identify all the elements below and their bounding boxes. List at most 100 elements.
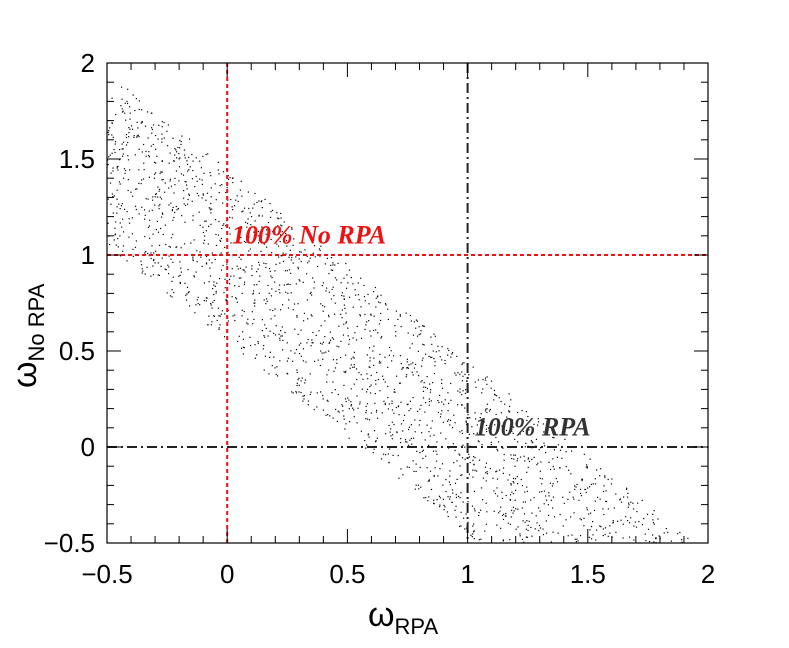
- scatter-point: [367, 378, 369, 380]
- scatter-point: [531, 458, 533, 461]
- scatter-point: [447, 347, 449, 350]
- scatter-point: [585, 491, 587, 494]
- scatter-point: [172, 206, 174, 209]
- scatter-point: [178, 180, 180, 182]
- scatter-point: [202, 193, 204, 195]
- scatter-point: [552, 483, 554, 485]
- scatter-point: [221, 310, 224, 312]
- scatter-point: [184, 282, 186, 284]
- scatter-point: [183, 243, 186, 245]
- scatter-point: [154, 196, 156, 198]
- scatter-point: [548, 492, 550, 494]
- scatter-point: [442, 498, 445, 500]
- scatter-point: [565, 466, 567, 468]
- scatter-point: [332, 264, 334, 266]
- scatter-point: [416, 335, 419, 337]
- scatter-point: [257, 342, 259, 344]
- scatter-point: [344, 398, 347, 400]
- scatter-point: [357, 407, 359, 409]
- scatter-point: [335, 408, 337, 411]
- scatter-point: [172, 276, 174, 278]
- scatter-point: [129, 118, 131, 120]
- scatter-point: [302, 400, 304, 402]
- scatter-point: [509, 494, 512, 496]
- scatter-point: [521, 484, 524, 487]
- scatter-point: [125, 119, 127, 121]
- scatter-point: [445, 479, 447, 481]
- scatter-point: [303, 312, 306, 314]
- scatter-point: [161, 160, 163, 162]
- scatter-point: [594, 483, 597, 485]
- scatter-point: [215, 292, 217, 294]
- scatter-point: [575, 541, 577, 543]
- scatter-point: [278, 289, 280, 291]
- scatter-point: [454, 449, 456, 452]
- scatter-point: [159, 196, 161, 198]
- scatter-point: [259, 275, 261, 277]
- scatter-point: [544, 430, 547, 432]
- scatter-point: [382, 375, 384, 377]
- scatter-point: [175, 157, 178, 159]
- scatter-point: [208, 259, 210, 261]
- scatter-point: [523, 541, 525, 543]
- scatter-point: [421, 365, 423, 367]
- scatter-point: [447, 354, 449, 356]
- scatter-point: [526, 434, 529, 436]
- scatter-point: [203, 239, 206, 241]
- scatter-point: [289, 249, 291, 251]
- scatter-point: [444, 399, 446, 401]
- scatter-point: [590, 525, 593, 528]
- scatter-point: [134, 246, 137, 248]
- scatter-point: [496, 478, 499, 480]
- scatter-point: [233, 205, 236, 207]
- scatter-point: [296, 369, 298, 371]
- scatter-point: [334, 389, 336, 391]
- scatter-point: [355, 368, 358, 370]
- scatter-point: [399, 382, 402, 384]
- scatter-point: [416, 410, 419, 413]
- scatter-point: [231, 209, 234, 211]
- scatter-point: [330, 269, 332, 271]
- scatter-point: [480, 427, 482, 429]
- scatter-point: [265, 266, 267, 269]
- scatter-point: [604, 476, 606, 478]
- scatter-point: [271, 276, 273, 279]
- scatter-point: [436, 441, 438, 443]
- scatter-point: [145, 155, 147, 157]
- scatter-point: [268, 373, 270, 375]
- scatter-point: [131, 217, 134, 219]
- scatter-point: [450, 399, 452, 401]
- scatter-point: [565, 451, 567, 453]
- scatter-point: [439, 416, 442, 418]
- scatter-point: [244, 271, 246, 273]
- scatter-point: [615, 493, 617, 495]
- scatter-point: [309, 257, 311, 259]
- scatter-point: [542, 534, 545, 536]
- scatter-point: [372, 329, 375, 332]
- scatter-point: [119, 235, 121, 237]
- scatter-point: [379, 390, 381, 392]
- scatter-point: [538, 507, 540, 509]
- scatter-point: [122, 250, 124, 252]
- scatter-point: [359, 315, 362, 317]
- scatter-point: [677, 533, 679, 535]
- scatter-point: [171, 289, 173, 291]
- scatter-point: [108, 130, 110, 132]
- scatter-point: [121, 111, 124, 113]
- scatter-point: [128, 127, 130, 129]
- scatter-point: [179, 139, 181, 142]
- scatter-point: [545, 451, 547, 454]
- scatter-point: [395, 406, 397, 409]
- scatter-point: [569, 491, 571, 493]
- scatter-point: [500, 506, 502, 508]
- scatter-point: [485, 424, 488, 427]
- scatter-point: [409, 314, 412, 317]
- scatter-point: [563, 502, 565, 504]
- scatter-point: [225, 225, 227, 227]
- scatter-point: [187, 268, 189, 271]
- scatter-point: [114, 233, 117, 235]
- scatter-point: [434, 365, 436, 367]
- scatter-point: [341, 309, 343, 311]
- y-tick-label: 1: [81, 240, 95, 270]
- scatter-point: [510, 399, 512, 401]
